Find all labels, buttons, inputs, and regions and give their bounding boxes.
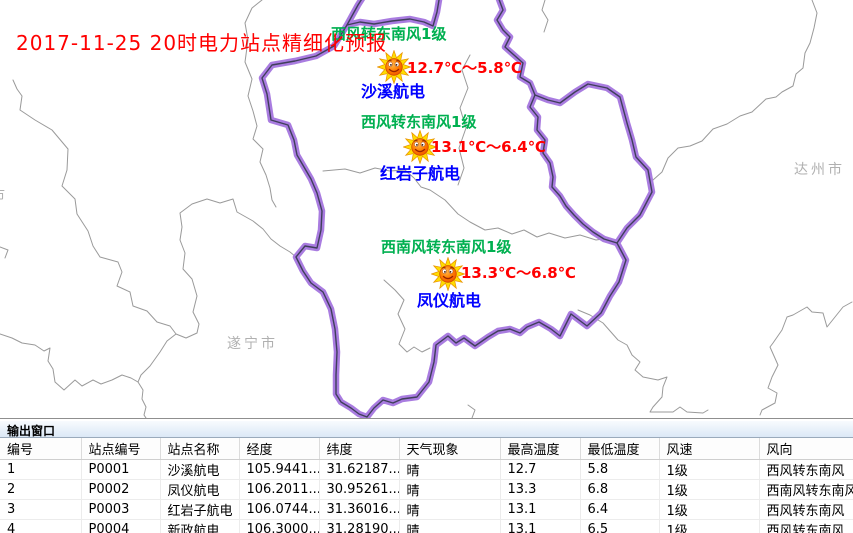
col-header-longitude[interactable]: 经度 [239, 438, 320, 460]
station-wind-label: 西风转东南风1级 [361, 113, 477, 131]
table-row[interactable]: 4 P0004 新政航电 106.3000... 31.28190... 晴 1… [0, 519, 853, 533]
map-boundaries [0, 0, 853, 418]
col-header-station-id[interactable]: 站点编号 [81, 438, 161, 460]
station-temp-label: 13.1℃～6.4℃ [431, 138, 546, 156]
col-header-max-temp[interactable]: 最高温度 [500, 438, 581, 460]
station-wind-label: 西南风转东南风1级 [381, 238, 512, 256]
sunny-weather-icon[interactable] [376, 49, 412, 85]
map-viewport[interactable]: 达州市 遂宁市 市 西风转东南风1级 [0, 0, 853, 418]
station-temp-label: 13.3℃～6.8℃ [461, 264, 576, 282]
col-header-latitude[interactable]: 纬度 [319, 438, 400, 460]
city-label-edge-partial: 市 [0, 185, 8, 205]
city-label-dazhou: 达州市 [794, 162, 845, 178]
stations-table: 编号 站点编号 站点名称 经度 纬度 天气现象 最高温度 最低温度 风速 风向 … [0, 438, 853, 533]
station-name-label: 凤仪航电 [417, 291, 482, 310]
col-header-wind-dir[interactable]: 风向 [759, 438, 853, 460]
sunny-weather-icon[interactable] [430, 256, 466, 292]
station-name-label: 红岩子航电 [380, 164, 461, 183]
output-panel: 输出窗口 编号 站点编号 站点名称 经度 纬度 天气现象 最高温度 最低温度 [0, 418, 853, 533]
col-header-id[interactable]: 编号 [0, 438, 82, 460]
col-header-station-name[interactable]: 站点名称 [160, 438, 240, 460]
table-row[interactable]: 2 P0002 凤仪航电 106.2011... 30.95261... 晴 1… [0, 479, 853, 500]
map-title: 2017-11-25 20时电力站点精细化预报 [16, 31, 388, 55]
county-boundaries [0, 0, 853, 418]
station-name-label: 沙溪航电 [361, 82, 426, 101]
col-header-wind-speed[interactable]: 风速 [659, 438, 760, 460]
table-row[interactable]: 1 P0001 沙溪航电 105.9441... 31.62187... 晴 1… [0, 459, 853, 480]
station-temp-label: 12.7℃～5.8℃ [407, 59, 522, 77]
station-wind-label: 西风转东南风1级 [331, 25, 447, 43]
col-header-min-temp[interactable]: 最低温度 [580, 438, 660, 460]
table-header-row: 编号 站点编号 站点名称 经度 纬度 天气现象 最高温度 最低温度 风速 风向 [0, 438, 853, 460]
col-header-weather[interactable]: 天气现象 [399, 438, 501, 460]
table-row[interactable]: 3 P0003 红岩子航电 106.0744... 31.36016... 晴 … [0, 499, 853, 520]
output-panel-title: 输出窗口 [7, 424, 56, 438]
city-label-suining: 遂宁市 [227, 336, 278, 352]
output-panel-titlebar[interactable]: 输出窗口 [0, 421, 853, 438]
sunny-weather-icon[interactable] [402, 129, 438, 165]
province-boundary [258, 0, 656, 418]
